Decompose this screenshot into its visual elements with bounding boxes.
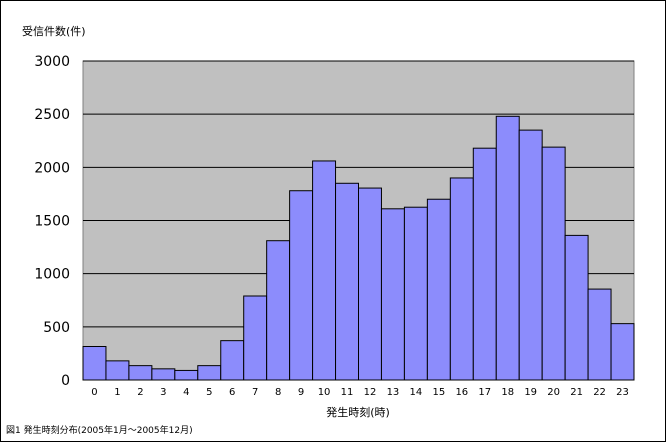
x-tick-label: 22 <box>593 387 606 398</box>
x-tick-label: 8 <box>275 387 281 398</box>
x-tick-label: 16 <box>455 387 468 398</box>
x-tick-label: 11 <box>341 387 354 398</box>
bar <box>151 368 176 381</box>
bar <box>449 177 474 381</box>
y-tick-label: 0 <box>61 373 70 389</box>
y-tick-label: 1000 <box>34 267 70 283</box>
bar <box>403 206 428 381</box>
bar <box>82 346 107 381</box>
y-tick-labels: 0 500 1000 1500 2000 2500 3000 <box>34 54 70 389</box>
x-tick-label: 15 <box>432 387 445 398</box>
x-tick-label: 14 <box>410 387 423 398</box>
y-axis-label: 受信件数(件) <box>22 25 86 38</box>
bar <box>312 160 337 381</box>
bar <box>426 198 451 381</box>
bar <box>472 147 497 381</box>
bar <box>266 240 291 381</box>
x-tick-label: 23 <box>616 387 629 398</box>
bar <box>541 146 566 381</box>
bar <box>564 234 589 381</box>
bar <box>128 365 153 381</box>
bar <box>289 190 314 381</box>
bars <box>82 115 635 381</box>
bar <box>380 208 405 381</box>
x-tick-label: 19 <box>524 387 537 398</box>
bar <box>335 182 359 381</box>
y-tick-label: 2000 <box>34 160 70 176</box>
bar <box>610 323 635 381</box>
figure-caption: 図1 発生時刻分布(2005年1月～2005年12月) <box>6 424 193 436</box>
x-tick-label: 5 <box>206 387 212 398</box>
bar <box>587 288 612 381</box>
x-tick-label: 4 <box>183 387 189 398</box>
bar <box>174 369 199 381</box>
x-tick-label: 9 <box>298 387 304 398</box>
x-tick-label: 3 <box>160 387 166 398</box>
bar <box>197 365 222 381</box>
x-tick-label: 1 <box>114 387 120 398</box>
x-tick-label: 17 <box>478 387 491 398</box>
bar <box>220 340 245 381</box>
x-tick-label: 0 <box>91 387 97 398</box>
x-tick-label: 10 <box>318 387 331 398</box>
x-tick-label: 18 <box>501 387 514 398</box>
x-tick-labels: 0 1 2 3 4 5 6 7 8 9 10 11 12 13 14 15 16 17 18 19 20 21 22 23 <box>91 387 629 398</box>
y-tick-label: 1500 <box>34 214 70 230</box>
bar <box>495 115 520 381</box>
bar <box>358 187 382 381</box>
bar <box>243 295 268 381</box>
x-tick-label: 2 <box>137 387 143 398</box>
x-tick-label: 12 <box>364 387 377 398</box>
x-tick-label: 6 <box>229 387 235 398</box>
y-tick-label: 500 <box>43 320 70 336</box>
y-tick-label: 2500 <box>34 107 70 123</box>
y-tick-label: 3000 <box>34 54 70 70</box>
x-tick-label: 7 <box>252 387 258 398</box>
x-axis-label: 発生時刻(時) <box>326 405 390 419</box>
x-tick-label: 13 <box>387 387 400 398</box>
bar <box>518 129 543 381</box>
x-tick-label: 20 <box>547 387 560 398</box>
bar <box>105 360 130 381</box>
x-tick-label: 21 <box>570 387 583 398</box>
